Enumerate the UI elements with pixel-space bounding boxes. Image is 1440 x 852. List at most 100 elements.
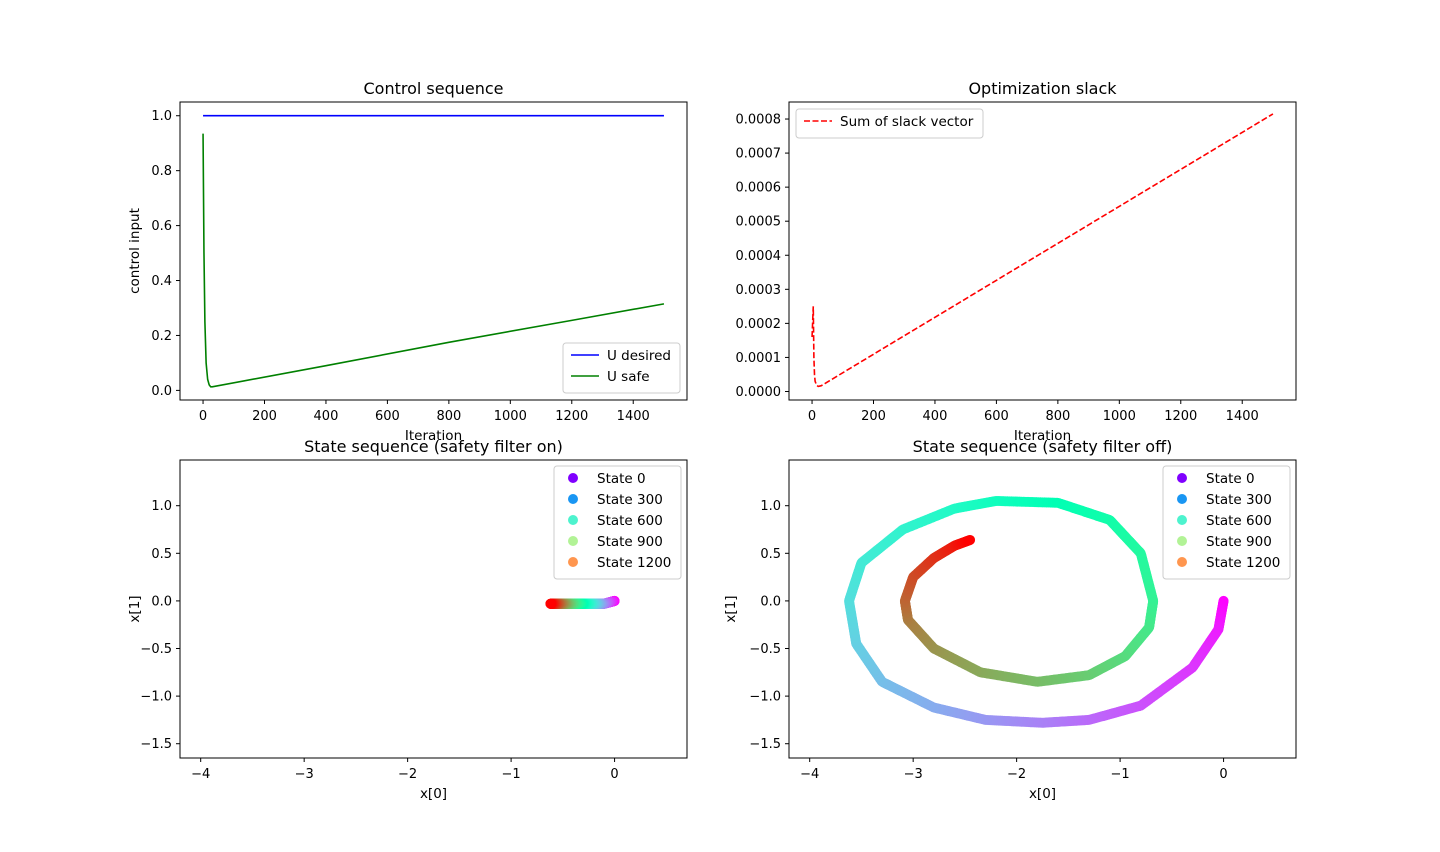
axes-frame [788, 101, 1297, 401]
x-tick-label: 1200 [555, 409, 588, 424]
x-tick-label: 800 [436, 409, 461, 424]
y-axis-label: x[1] [723, 595, 739, 622]
legend: State 0 State 300 State 600 State 900 State … [1162, 465, 1291, 580]
legend-marker [568, 557, 578, 567]
y-tick-label: 0.0008 [736, 113, 782, 128]
y-tick-label: 0.0 [760, 594, 781, 609]
legend-label: State 600 [1206, 513, 1272, 529]
y-tick-label: 0.0002 [736, 317, 782, 332]
y-tick-label: 0.5 [151, 547, 172, 562]
x-tick-label: 400 [314, 409, 339, 424]
x-tick-label: 1200 [1164, 409, 1197, 424]
x-tick-label: 200 [861, 409, 886, 424]
legend-label: State 300 [597, 492, 663, 508]
legend-label: State 1200 [1206, 555, 1280, 571]
x-tick-label: 1400 [617, 409, 650, 424]
axes-frame [179, 101, 688, 401]
legend: U desired U safe [562, 342, 681, 394]
legend-label: State 600 [597, 513, 663, 529]
legend-box [795, 108, 984, 139]
x-tick-label: −3 [295, 767, 314, 782]
legend: Sum of slack vector [795, 108, 984, 139]
chart-title: Control sequence [363, 79, 503, 98]
subplot-4: −4 −3 −2 −1 0 −1.5 −1.0 −0.5 0.0 0.5 1.0 State sequ… [723, 437, 1297, 802]
x-tick-label: 1000 [494, 409, 527, 424]
legend-label: State 900 [1206, 534, 1272, 550]
y-tick-label: 0.0004 [736, 249, 782, 264]
y-tick-label: 0.0 [151, 594, 172, 609]
chart-title: State sequence (safety filter off) [913, 437, 1173, 456]
y-tick-label: 0.0000 [736, 385, 782, 400]
subplot-2: 0 200 400 600 800 1000 1200 1400 0.0000 0.0001 0.0… [736, 79, 1297, 444]
plot-area [811, 113, 1274, 388]
y-tick-label: 0.6 [151, 219, 172, 234]
legend-label: State 0 [1206, 471, 1255, 487]
axes-frame [788, 459, 1297, 759]
chart-title: Optimization slack [968, 79, 1117, 98]
y-tick-label: 0.0005 [736, 215, 782, 230]
x-tick-label: −3 [904, 767, 923, 782]
legend-label: State 300 [1206, 492, 1272, 508]
y-tick-label: 1.0 [151, 499, 172, 514]
legend-marker [568, 494, 578, 504]
legend-label: U safe [607, 369, 650, 385]
legend-marker [568, 473, 578, 483]
legend-marker [1177, 494, 1187, 504]
x-axis-label: x[0] [420, 786, 447, 802]
legend-label: Sum of slack vector [840, 114, 974, 130]
y-tick-label: 0.5 [760, 547, 781, 562]
x-tick-label: 600 [984, 409, 1009, 424]
legend-label: State 1200 [597, 555, 671, 571]
x-tick-label: −4 [191, 767, 210, 782]
y-tick-label: 0.8 [151, 164, 172, 179]
x-tick-label: −1 [1111, 767, 1130, 782]
x-tick-label: −1 [502, 767, 521, 782]
x-tick-label: 200 [252, 409, 277, 424]
x-tick-label: 1400 [1226, 409, 1259, 424]
series-line-sum-of-slack-vector [811, 113, 1274, 388]
x-tick-label: 0 [610, 767, 618, 782]
x-tick-label: 0 [1219, 767, 1227, 782]
y-tick-label: −0.5 [749, 642, 781, 657]
state-point [965, 534, 976, 545]
y-tick-label: 0.0006 [736, 181, 782, 196]
x-tick-label: 600 [375, 409, 400, 424]
y-axis-label: x[1] [127, 595, 143, 622]
x-tick-label: −2 [1007, 767, 1026, 782]
x-tick-label: 800 [1045, 409, 1070, 424]
y-tick-label: −0.5 [140, 642, 172, 657]
state-point [545, 598, 556, 609]
legend-box [553, 465, 682, 580]
legend-box [1162, 465, 1291, 580]
plot-area [545, 595, 620, 609]
x-tick-label: 400 [923, 409, 948, 424]
legend-label: State 900 [597, 534, 663, 550]
y-tick-label: −1.0 [749, 690, 781, 705]
series-line-u-safe [202, 133, 665, 388]
legend-marker [1177, 515, 1187, 525]
chart-title: State sequence (safety filter on) [304, 437, 563, 456]
x-tick-label: 0 [808, 409, 816, 424]
legend-marker [1177, 557, 1187, 567]
x-axis-label: x[0] [1029, 786, 1056, 802]
legend-marker [1177, 536, 1187, 546]
y-tick-label: −1.5 [749, 737, 781, 752]
legend-marker [568, 515, 578, 525]
legend: State 0 State 300 State 600 State 900 State … [553, 465, 682, 580]
legend-label: State 0 [597, 471, 646, 487]
legend-marker [568, 536, 578, 546]
x-axis-label: Iteration [405, 428, 462, 444]
x-tick-label: −2 [398, 767, 417, 782]
y-tick-label: 0.4 [151, 274, 172, 289]
x-axis-label: Iteration [1014, 428, 1071, 444]
x-tick-label: 0 [199, 409, 207, 424]
subplot-3: −4 −3 −2 −1 0 −1.5 −1.0 −0.5 0.0 0.5 1.0 State sequ… [127, 437, 688, 802]
plot-area [202, 114, 665, 388]
y-tick-label: 1.0 [760, 499, 781, 514]
y-tick-label: −1.0 [140, 690, 172, 705]
y-tick-label: 0.0007 [736, 147, 782, 162]
axes-frame [179, 459, 688, 759]
x-tick-label: −4 [800, 767, 819, 782]
y-axis-label: control input [127, 208, 143, 294]
